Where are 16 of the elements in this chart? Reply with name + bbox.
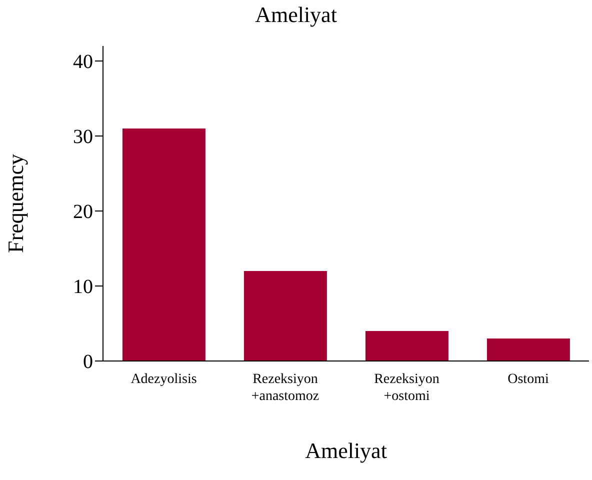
y-tick-label: 10	[73, 276, 93, 298]
x-tick-label: Rezeksiyon +anastomoz	[251, 372, 320, 404]
x-axis-title: Ameliyat	[305, 438, 387, 463]
bar	[122, 128, 206, 361]
x-tick-label: Adezyolisis	[130, 372, 197, 387]
y-tick-label: 30	[73, 126, 93, 148]
y-tick-label: 20	[73, 201, 93, 224]
bar	[244, 271, 327, 361]
bar	[365, 331, 448, 361]
y-tick-label: 40	[73, 51, 93, 74]
x-tick-label: Rezeksiyon +ostomi	[374, 372, 440, 404]
bar	[486, 338, 570, 361]
y-axis-title: Frequemcy	[2, 154, 28, 253]
x-tick-label: Ostomi	[508, 372, 549, 387]
chart-title: Ameliyat	[254, 2, 338, 28]
y-tick-label: 0	[83, 351, 93, 374]
